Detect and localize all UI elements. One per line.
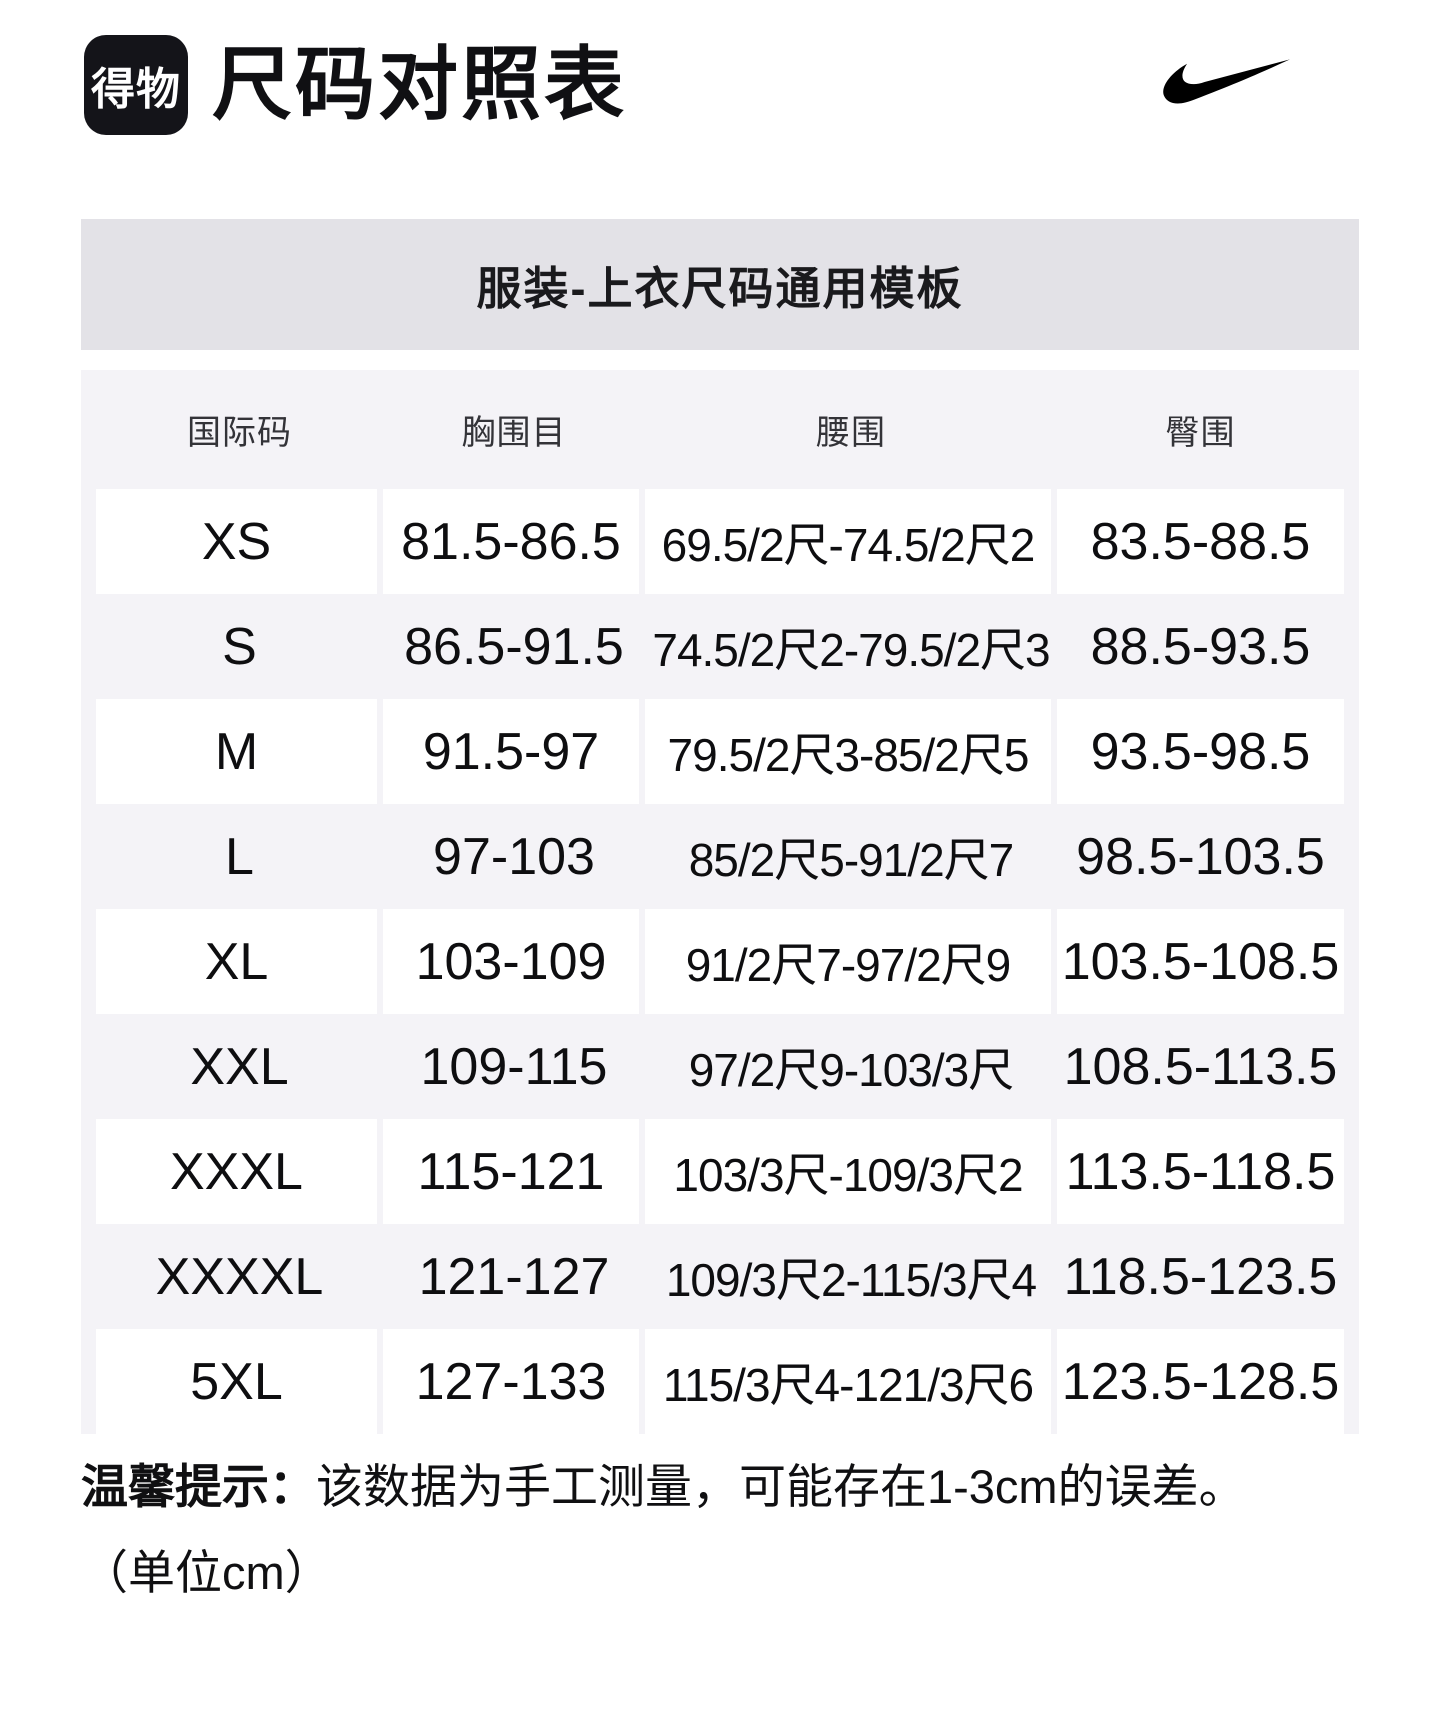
header-cell-waist: 腰围 — [816, 414, 886, 452]
hip-cell: 83.5-88.5 — [1057, 489, 1344, 594]
chest-cell: 103-109 — [383, 909, 645, 1014]
chest-cell: 97-103 — [433, 827, 595, 886]
hip-cell: 123.5-128.5 — [1057, 1329, 1344, 1434]
size-cell: XXL — [190, 1037, 289, 1096]
chest-cell: 81.5-86.5 — [383, 489, 645, 594]
size-row-m: M 91.5-97 79.5/2尺3-85/2尺5 93.5-98.5 — [96, 699, 1344, 804]
waist-cell: 115/3尺4-121/3尺6 — [645, 1329, 1057, 1434]
size-cell: XS — [96, 489, 383, 594]
waist-cell: 79.5/2尺3-85/2尺5 — [645, 699, 1057, 804]
waist-cell: 91/2尺7-97/2尺9 — [645, 909, 1057, 1014]
hip-cell: 93.5-98.5 — [1057, 699, 1344, 804]
size-table: 国际码 胸围目 腰围 臀围 XS 81.5-86.5 69.5/2尺-74.5/… — [81, 370, 1359, 1434]
nike-swoosh-icon — [1160, 56, 1292, 104]
dewu-logo: 得物 — [84, 35, 188, 135]
size-row-xxxl: XXXL 115-121 103/3尺-109/3尺2 113.5-118.5 — [96, 1119, 1344, 1224]
hip-cell: 103.5-108.5 — [1057, 909, 1344, 1014]
size-row-xxxxl: XXXXL 121-127 109/3尺2-115/3尺4 118.5-123.… — [96, 1224, 1344, 1329]
hip-cell: 98.5-103.5 — [1076, 827, 1325, 886]
header-cell-chest: 胸围目 — [461, 414, 567, 452]
hip-cell: 88.5-93.5 — [1090, 617, 1311, 676]
chest-cell: 109-115 — [420, 1037, 608, 1096]
chest-cell: 115-121 — [383, 1119, 645, 1224]
notice-label: 温馨提示： — [81, 1460, 316, 1513]
size-cell: S — [222, 617, 257, 676]
unit-note: （单位cm） — [81, 1546, 332, 1599]
notice-line: 温馨提示：该数据为手工测量，可能存在1-3cm的误差。 — [81, 1462, 1371, 1512]
notice-text: 该数据为手工测量，可能存在1-3cm的误差。 — [316, 1460, 1246, 1513]
hip-cell: 108.5-113.5 — [1063, 1037, 1338, 1096]
chest-cell: 127-133 — [383, 1329, 645, 1434]
chest-cell: 121-127 — [418, 1247, 610, 1306]
waist-cell: 103/3尺-109/3尺2 — [645, 1119, 1057, 1224]
size-row-xl: XL 103-109 91/2尺7-97/2尺9 103.5-108.5 — [96, 909, 1344, 1014]
page-title: 尺码对照表 — [212, 40, 627, 129]
size-row-xxl: XXL 109-115 97/2尺9-103/3尺 108.5-113.5 — [96, 1014, 1344, 1119]
size-cell: XXXXL — [155, 1247, 324, 1306]
hip-cell: 113.5-118.5 — [1057, 1119, 1344, 1224]
size-row-l: L 97-103 85/2尺5-91/2尺7 98.5-103.5 — [96, 804, 1344, 909]
size-cell: L — [225, 827, 254, 886]
template-title: 服装-上衣尺码通用模板 — [476, 263, 964, 314]
waist-cell: 85/2尺5-91/2尺7 — [688, 833, 1015, 886]
waist-cell: 109/3尺2-115/3尺4 — [665, 1253, 1037, 1306]
table-header-row: 国际码 胸围目 腰围 臀围 — [96, 370, 1344, 489]
size-cell: XL — [96, 909, 383, 1014]
size-cell: 5XL — [96, 1329, 383, 1434]
waist-cell: 97/2尺9-103/3尺 — [688, 1043, 1015, 1096]
size-cell: M — [96, 699, 383, 804]
size-row-5xl: 5XL 127-133 115/3尺4-121/3尺6 123.5-128.5 — [96, 1329, 1344, 1434]
page-header: 得物 尺码对照表 — [84, 34, 627, 136]
size-cell: XXXL — [96, 1119, 383, 1224]
hip-cell: 118.5-123.5 — [1063, 1247, 1338, 1306]
waist-cell: 74.5/2尺2-79.5/2尺3 — [652, 623, 1050, 676]
chest-cell: 86.5-91.5 — [404, 617, 624, 676]
chest-cell: 91.5-97 — [383, 699, 645, 804]
header-cell-intl-size: 国际码 — [187, 414, 292, 452]
dewu-logo-text: 得物 — [91, 65, 181, 114]
size-row-s: S 86.5-91.5 74.5/2尺2-79.5/2尺3 88.5-93.5 — [96, 594, 1344, 699]
waist-cell: 69.5/2尺-74.5/2尺2 — [645, 489, 1057, 594]
header-cell-hip: 臀围 — [1165, 414, 1236, 452]
measurement-notice: 温馨提示：该数据为手工测量，可能存在1-3cm的误差。 （单位cm） — [81, 1462, 1371, 1598]
size-row-xs: XS 81.5-86.5 69.5/2尺-74.5/2尺2 83.5-88.5 — [96, 489, 1344, 594]
template-banner: 服装-上衣尺码通用模板 — [81, 219, 1359, 350]
